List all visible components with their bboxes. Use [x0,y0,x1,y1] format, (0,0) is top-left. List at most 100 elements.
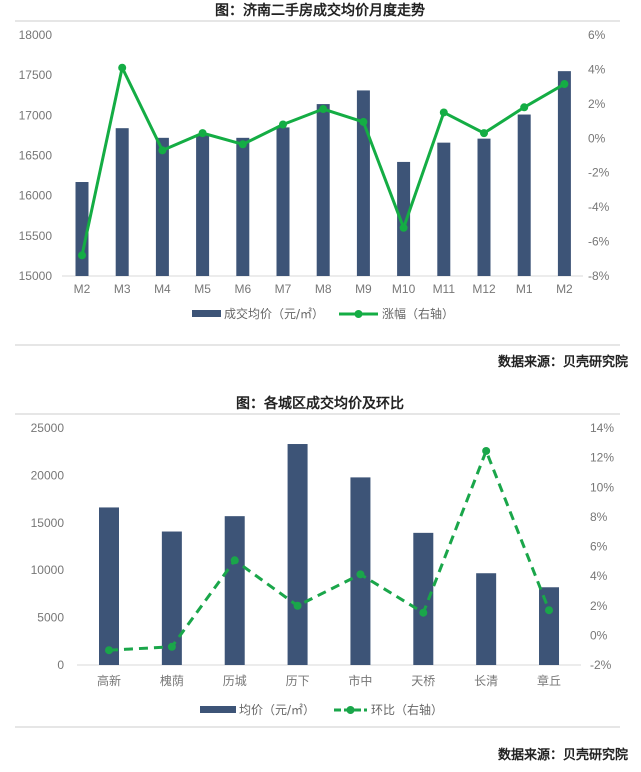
y-right-tick-label: 4% [588,62,606,76]
y-left-tick-label: 5000 [37,611,64,625]
source-note: 数据来源：贝壳研究院 [498,747,628,763]
x-tick-label: 高新 [97,673,121,688]
y-left-tick-label: 18000 [19,28,53,42]
line-point [198,129,207,138]
line-point [439,108,448,117]
bar [224,516,245,665]
x-tick-label: M4 [154,282,171,296]
bar [161,531,182,665]
y-right-tick-label: 2% [590,599,608,613]
y-left-tick-label: 16000 [19,189,53,203]
x-tick-label: M12 [472,282,496,296]
line-point [482,446,491,455]
x-tick-label: M2 [556,282,573,296]
legend-line-marker [346,706,355,714]
line-series [108,449,551,652]
line-point [167,642,176,651]
y-left-tick-label: 17000 [19,108,53,122]
legend-line-label: 环比（右轴） [371,702,443,717]
x-tick-label: M1 [516,282,533,296]
x-tick-label: M7 [275,282,292,296]
bar [413,532,434,665]
bar [287,444,308,665]
y-right-tick-label: 8% [590,510,608,524]
line-point [319,105,328,114]
legend-line-label: 涨幅（右轴） [382,306,454,321]
line-point [419,608,428,617]
x-tick-label: M6 [234,282,251,296]
y-left-tick-label: 25000 [31,421,65,435]
x-tick-label: M9 [355,282,372,296]
legend-bar-label: 成交均价（元/㎡） [224,306,324,321]
x-tick-label: 长清 [474,674,498,688]
bar [397,161,411,276]
legend-bar-label: 均价（元/㎡） [239,703,315,717]
y-right-tick-label: 6% [588,28,606,42]
y-right-tick-label: 0% [588,131,606,145]
y-right-tick-label: -2% [590,658,612,672]
y-left-tick-label: 0 [57,658,64,672]
y-right-tick-label: -6% [588,235,610,249]
line-point [158,146,167,155]
y-right-tick-label: -8% [588,269,610,283]
x-tick-label: M10 [392,282,416,296]
bar [477,138,491,276]
x-tick-label: M5 [194,282,211,296]
bar [476,573,497,665]
x-tick-label: M2 [74,282,91,296]
x-tick-label: 章丘 [537,673,561,688]
bar [196,134,210,276]
legend-bar-swatch [200,706,236,713]
line-point [230,556,239,565]
y-left-tick-label: 20000 [31,468,65,482]
legend-bar-swatch [192,310,221,317]
x-tick-label: M11 [433,282,456,296]
line-point [359,117,368,126]
y-left-tick-label: 15000 [19,269,53,283]
line-point [520,103,529,112]
y-right-tick-label: 12% [590,451,614,465]
bar [356,90,370,277]
bar [115,128,129,276]
y-left-tick-label: 17500 [19,68,53,82]
y-left-tick-label: 16500 [19,149,53,163]
bar [75,182,89,276]
y-left-tick-label: 10000 [31,563,65,577]
y-right-tick-label: 14% [590,421,614,435]
line-point [560,80,569,89]
line-point [78,251,86,260]
line-point [118,63,127,72]
bar [99,507,119,665]
line-point [545,606,554,615]
line-point [356,570,365,579]
bar [155,137,169,276]
x-tick-label: 市中 [348,673,372,688]
line-point [293,601,302,610]
x-tick-label: M8 [315,282,332,296]
y-left-tick-label: 15000 [31,516,65,530]
bar [539,587,560,665]
y-right-tick-label: -4% [588,200,610,214]
y-right-tick-label: 0% [590,628,608,642]
bar [316,104,330,276]
bar [517,114,531,276]
bar [236,137,250,276]
y-right-tick-label: -2% [588,166,610,180]
chart-title: 图：济南二手房成交均价月度走势 [215,2,425,19]
y-left-tick-label: 15500 [19,229,53,243]
bar [276,127,290,276]
x-tick-label: 历下 [286,674,310,688]
line-point [480,129,488,138]
source-note: 数据来源：贝壳研究院 [498,354,628,370]
y-right-tick-label: 4% [590,569,608,583]
y-right-tick-label: 6% [590,540,608,554]
chart-title: 图：各城区成交均价及环比 [236,395,404,412]
line-point [238,140,247,149]
y-right-tick-label: 2% [588,97,606,111]
line-point [105,646,113,655]
x-tick-label: M3 [114,282,131,296]
x-tick-label: 历城 [223,674,247,688]
line-point [399,223,408,232]
line-point [279,120,287,129]
